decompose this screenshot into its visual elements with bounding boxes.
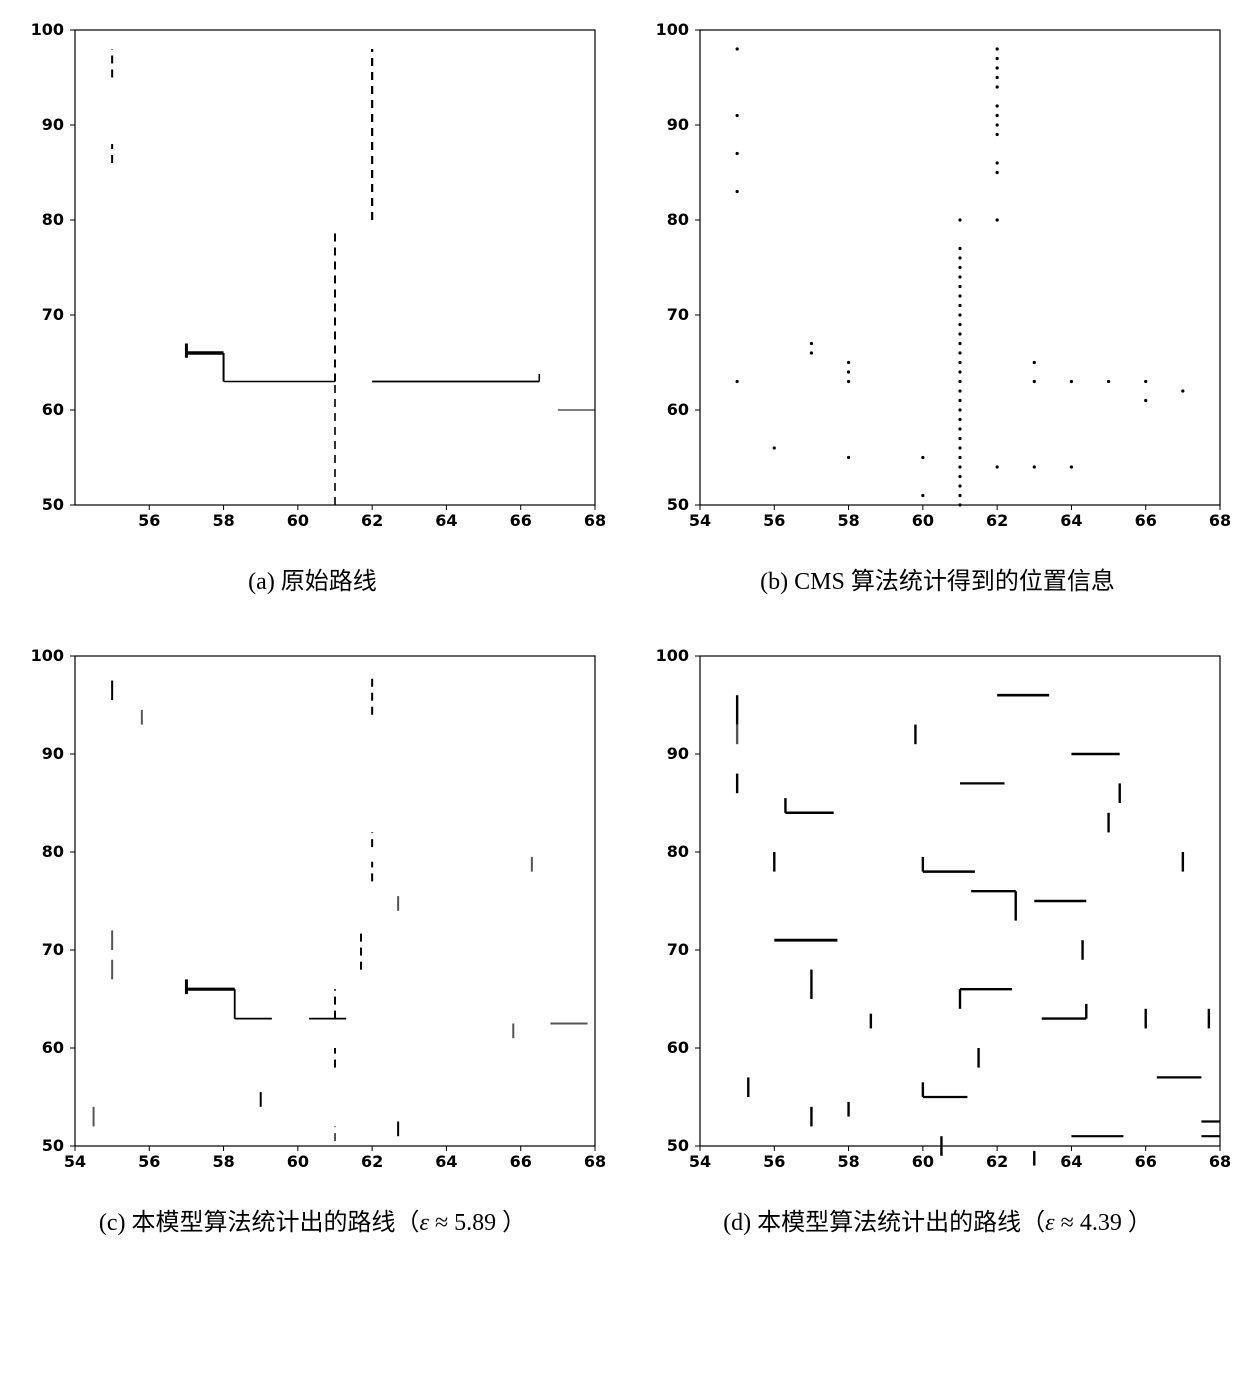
svg-text:68: 68	[584, 511, 605, 530]
chart-b: 54 56 58 60 62 64 66 68 50 60 70 80 90 100	[645, 20, 1230, 543]
svg-text:56: 56	[138, 511, 160, 530]
svg-text:56: 56	[138, 1152, 160, 1171]
svg-text:68: 68	[1209, 1152, 1230, 1171]
svg-text:80: 80	[42, 842, 64, 861]
caption-b: (b) CMS 算法统计得到的位置信息	[760, 561, 1115, 596]
svg-text:66: 66	[1135, 511, 1157, 530]
chart-c: 54 56 58 60 62 64 66 68 50 60 70 80 90 100	[20, 646, 605, 1184]
svg-text:66: 66	[1135, 1152, 1157, 1171]
svg-text:80: 80	[667, 842, 689, 861]
svg-text:60: 60	[42, 400, 64, 419]
svg-text:60: 60	[667, 1038, 689, 1057]
svg-text:100: 100	[656, 20, 689, 39]
svg-text:100: 100	[31, 646, 64, 665]
svg-text:100: 100	[31, 20, 64, 39]
svg-text:60: 60	[667, 400, 689, 419]
svg-text:58: 58	[212, 511, 234, 530]
caption-c-prefix: (c) 本模型算法统计出的路线（	[99, 1210, 420, 1236]
svg-text:64: 64	[435, 1152, 457, 1171]
svg-text:58: 58	[837, 511, 859, 530]
chart-d: 54 56 58 60 62 64 66 68 50 60 70 80 90 100	[645, 646, 1230, 1184]
svg-text:90: 90	[42, 744, 64, 763]
chart-a: 56 58 60 62 64 66 68 50 60 70 80 90 100	[20, 20, 605, 543]
svg-text:50: 50	[42, 495, 64, 514]
caption-c: (c) 本模型算法统计出的路线（ε ≈ 5.89 ）	[99, 1202, 526, 1237]
svg-text:50: 50	[42, 1136, 64, 1155]
svg-text:64: 64	[1060, 511, 1082, 530]
caption-d-eps: ε	[1045, 1210, 1054, 1236]
svg-text:70: 70	[42, 940, 64, 959]
svg-text:66: 66	[510, 1152, 532, 1171]
svg-text:54: 54	[689, 511, 711, 530]
svg-text:90: 90	[667, 744, 689, 763]
svg-text:90: 90	[42, 115, 64, 134]
svg-text:54: 54	[689, 1152, 711, 1171]
svg-text:54: 54	[64, 1152, 86, 1171]
svg-text:62: 62	[986, 1152, 1008, 1171]
svg-text:64: 64	[1060, 1152, 1082, 1171]
caption-c-eps: ε	[420, 1210, 429, 1236]
svg-text:60: 60	[912, 1152, 934, 1171]
svg-text:60: 60	[912, 511, 934, 530]
panel-b: 54 56 58 60 62 64 66 68 50 60 70 80 90 100 (b) CMS 算法…	[645, 20, 1230, 636]
svg-text:56: 56	[763, 1152, 785, 1171]
svg-text:62: 62	[986, 511, 1008, 530]
svg-text:66: 66	[510, 511, 532, 530]
svg-text:80: 80	[42, 210, 64, 229]
svg-text:68: 68	[1209, 511, 1230, 530]
svg-text:70: 70	[667, 305, 689, 324]
svg-text:62: 62	[361, 1152, 383, 1171]
caption-d-prefix: (d) 本模型算法统计出的路线（	[723, 1210, 1045, 1236]
svg-text:64: 64	[435, 511, 457, 530]
svg-text:70: 70	[667, 940, 689, 959]
svg-text:60: 60	[287, 511, 309, 530]
svg-text:68: 68	[584, 1152, 605, 1171]
caption-a: (a) 原始路线	[248, 561, 377, 596]
svg-text:90: 90	[667, 115, 689, 134]
svg-text:50: 50	[667, 1136, 689, 1155]
svg-text:58: 58	[212, 1152, 234, 1171]
svg-text:58: 58	[837, 1152, 859, 1171]
caption-d: (d) 本模型算法统计出的路线（ε ≈ 4.39 ）	[723, 1202, 1152, 1237]
panel-a: 56 58 60 62 64 66 68 50 60 70 80 90 100 (a) 原始路线	[20, 20, 605, 636]
svg-text:56: 56	[763, 511, 785, 530]
svg-text:60: 60	[42, 1038, 64, 1057]
svg-text:50: 50	[667, 495, 689, 514]
panel-d: 54 56 58 60 62 64 66 68 50 60 70 80 90 100 (d) 本模型算法统…	[645, 646, 1230, 1277]
caption-d-val: ≈ 4.39 ）	[1055, 1210, 1152, 1236]
svg-text:70: 70	[42, 305, 64, 324]
figure-grid: 565860626466685060708090100 (a) 原始路线 545…	[20, 20, 1220, 1297]
caption-c-val: ≈ 5.89 ）	[429, 1210, 526, 1236]
svg-text:62: 62	[361, 511, 383, 530]
svg-text:60: 60	[287, 1152, 309, 1171]
panel-c: 54 56 58 60 62 64 66 68 50 60 70 80 90 100 (c) 本模型算法统…	[20, 646, 605, 1277]
svg-text:100: 100	[656, 646, 689, 665]
svg-text:80: 80	[667, 210, 689, 229]
